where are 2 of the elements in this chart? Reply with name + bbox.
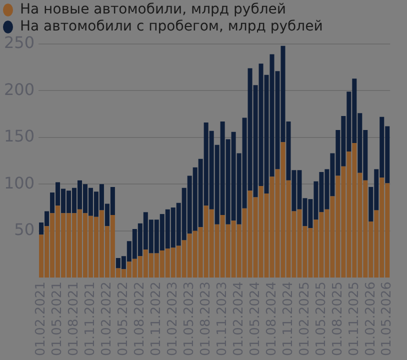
legend-label: На новые автомобили, млрд рублей: [20, 2, 286, 18]
legend-label: На автомобили с пробегом, млрд рублей: [20, 18, 323, 35]
